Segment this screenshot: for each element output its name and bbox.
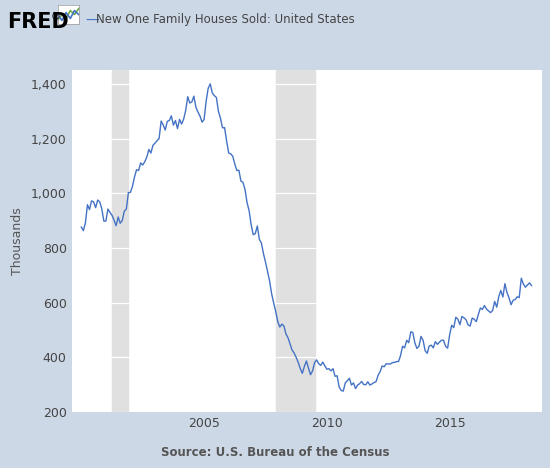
Text: Source: U.S. Bureau of the Census: Source: U.S. Bureau of the Census: [161, 446, 389, 459]
Text: —: —: [85, 14, 99, 28]
Y-axis label: Thousands: Thousands: [11, 207, 24, 275]
Text: FRED: FRED: [7, 12, 69, 32]
Text: ®: ®: [51, 12, 60, 22]
Bar: [276, 70, 315, 412]
Text: New One Family Houses Sold: United States: New One Family Houses Sold: United State…: [96, 13, 355, 26]
Bar: [112, 70, 129, 412]
